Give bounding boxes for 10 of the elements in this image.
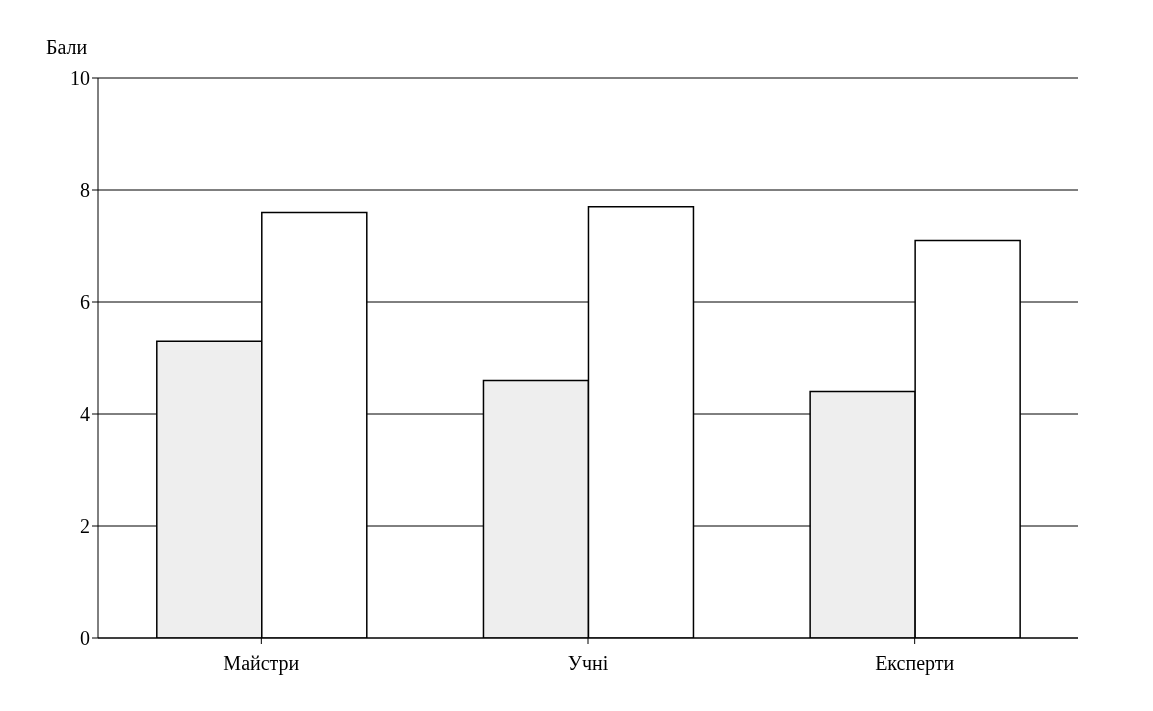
y-axis-title: Бали bbox=[46, 36, 88, 59]
y-tick-label: 0 bbox=[80, 627, 90, 650]
y-tick-label: 10 bbox=[70, 67, 90, 90]
y-tick-label: 8 bbox=[80, 179, 90, 202]
y-tick-label: 4 bbox=[80, 403, 90, 426]
x-tick-label: Учні bbox=[567, 652, 609, 675]
x-tick-label: Експерти bbox=[875, 652, 955, 676]
x-tick-label: Майстри bbox=[223, 652, 300, 676]
y-tick-label: 2 bbox=[80, 515, 90, 538]
y-tick-label: 6 bbox=[80, 291, 90, 314]
